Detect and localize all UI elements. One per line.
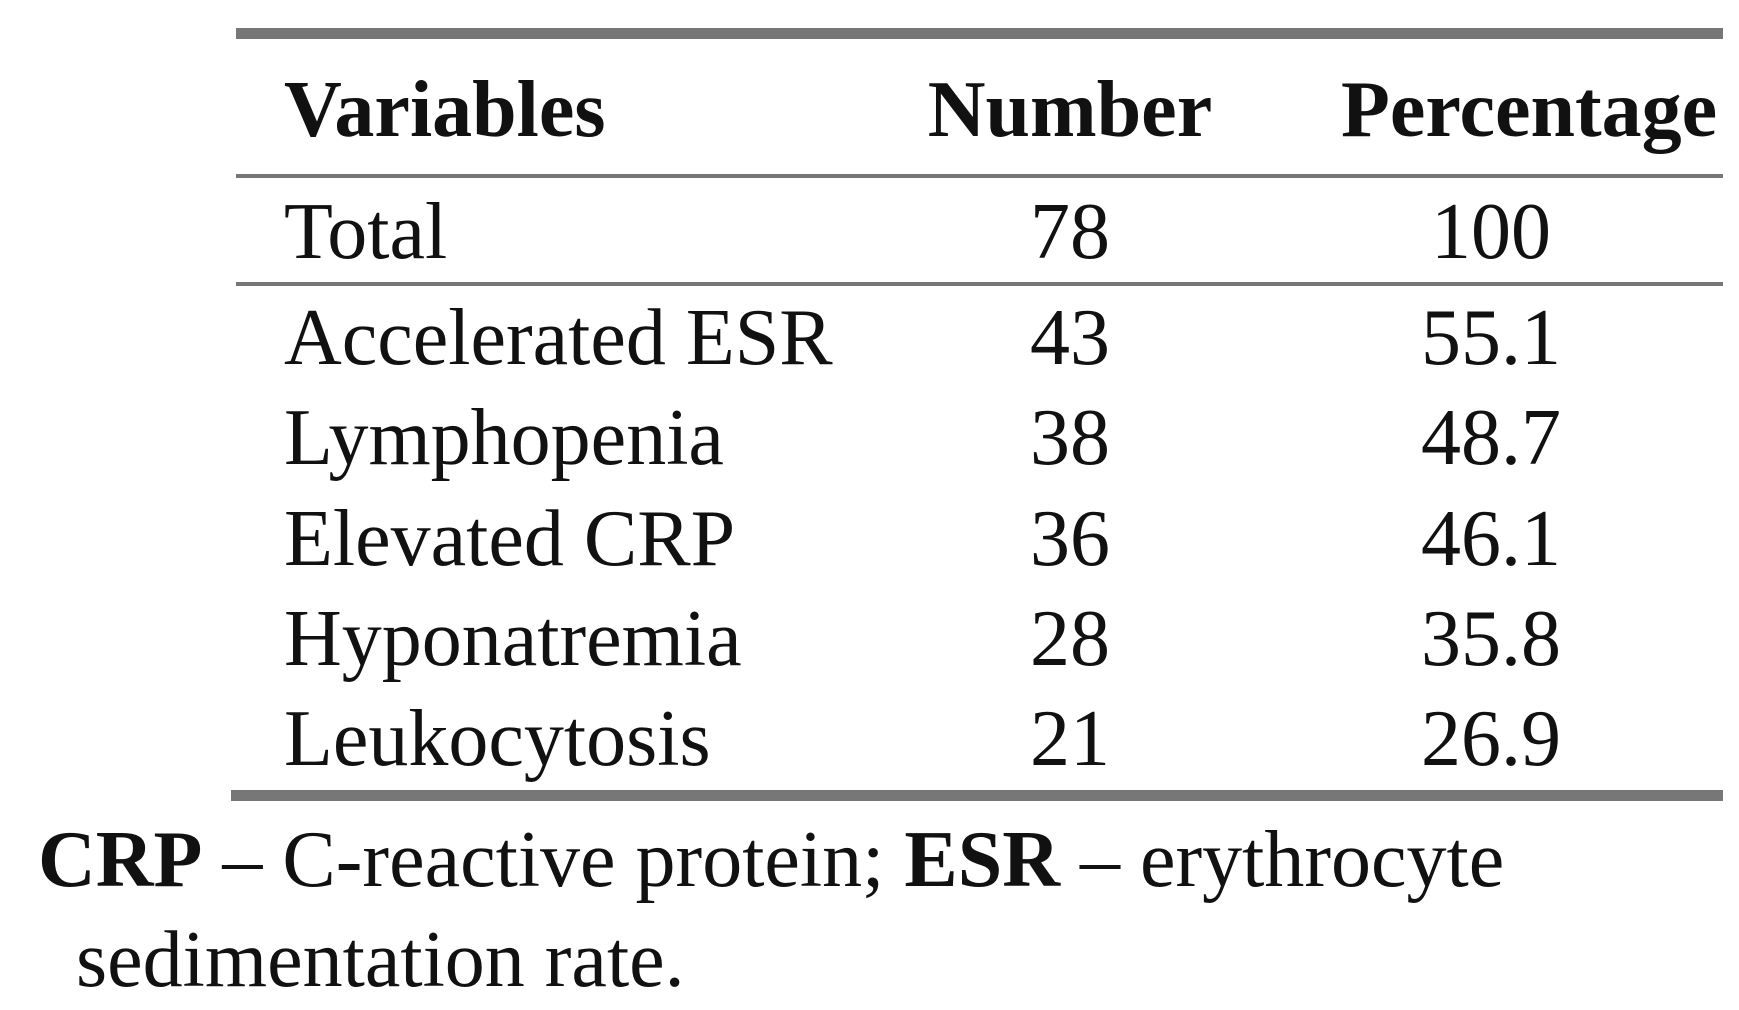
- row-label: Leukocytosis: [284, 695, 711, 783]
- column-header: Number: [927, 66, 1213, 154]
- row-label: Accelerated ESR: [284, 294, 833, 382]
- abbr: ESR: [904, 816, 1060, 904]
- footnote: CRP – C-reactive protein; ESR – erythroc…: [38, 810, 1636, 1010]
- cell-value: 36: [1030, 495, 1110, 583]
- cell-value: 46.1: [1421, 495, 1561, 583]
- cell-value: 78: [1030, 188, 1110, 276]
- total-rule: [236, 282, 1723, 286]
- abbr: CRP: [38, 816, 203, 904]
- row-label: Hyponatremia: [284, 595, 742, 683]
- cell-value: 28: [1030, 595, 1110, 683]
- bottom-rule: [231, 790, 1723, 801]
- abbr-def: – erythrocyte sedimentation rate.: [76, 816, 1505, 1004]
- top-rule: [236, 28, 1723, 39]
- column-header: Percentage: [1341, 66, 1718, 154]
- row-label: Lymphopenia: [284, 394, 724, 482]
- cell-value: 48.7: [1421, 394, 1561, 482]
- cell-value: 43: [1030, 294, 1110, 382]
- row-label: Total: [284, 188, 448, 276]
- header-rule: [236, 174, 1723, 178]
- cell-value: 21: [1030, 695, 1110, 783]
- abbr-def: – C-reactive protein;: [202, 816, 905, 904]
- cell-value: 26.9: [1421, 695, 1561, 783]
- cell-value: 35.8: [1421, 595, 1561, 683]
- cell-value: 100: [1431, 188, 1551, 276]
- cell-value: 38: [1030, 394, 1110, 482]
- row-label: Elevated CRP: [284, 495, 736, 583]
- cell-value: 55.1: [1421, 294, 1561, 382]
- column-header: Variables: [284, 66, 606, 154]
